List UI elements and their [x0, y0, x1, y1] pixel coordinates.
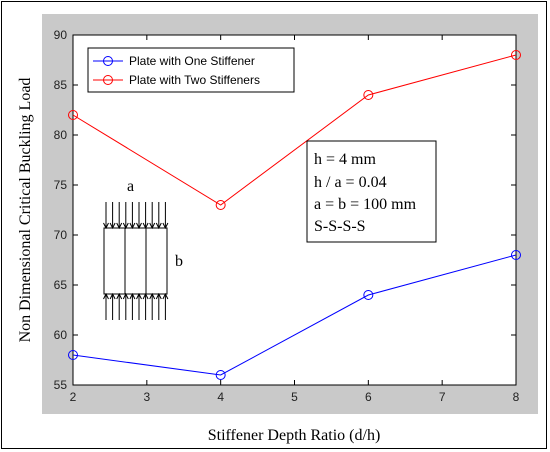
parameter-box: h = 4 mm h / a = 0.04 a = b = 100 mm S-S… — [306, 140, 437, 243]
load-arrowhead — [129, 292, 136, 300]
load-arrowhead — [103, 222, 109, 230]
x-tick-label: 6 — [365, 390, 372, 404]
legend: Plate with One Stiffener Plate with Two … — [87, 47, 295, 93]
plate-outline — [103, 227, 168, 295]
load-arrowhead — [136, 222, 142, 230]
data-point — [511, 50, 521, 60]
load-arrowhead — [116, 222, 123, 230]
legend-marker-two-stiffeners — [103, 75, 113, 85]
x-tick-label: 2 — [70, 390, 77, 404]
legend-label-two-stiffeners: Plate with Two Stiffeners — [129, 73, 260, 87]
data-point — [363, 90, 374, 100]
x-axis-title: Stiffener Depth Ratio (d/h) — [208, 427, 381, 444]
load-arrowhead — [155, 292, 162, 300]
diagram-label-a: a — [127, 178, 134, 195]
y-tick-label: 85 — [54, 78, 68, 92]
diagram-label-b: b — [175, 253, 183, 270]
x-tick-label: 4 — [217, 390, 224, 404]
load-arrowhead — [122, 222, 129, 230]
load-arrowhead — [109, 292, 116, 300]
load-arrowhead — [162, 292, 169, 300]
y-tick-label: 60 — [54, 328, 68, 342]
y-tick-label: 90 — [54, 28, 68, 42]
x-tick-label: 5 — [291, 390, 298, 404]
legend-label-one-stiffener: Plate with One Stiffener — [129, 54, 255, 68]
load-arrowhead — [129, 222, 136, 230]
load-arrows-bottom — [103, 292, 169, 320]
annotation-thickness: h = 4 mm — [314, 151, 376, 168]
annotation-ratio: h / a = 0.04 — [314, 174, 387, 191]
load-arrowhead — [142, 292, 149, 300]
load-arrowhead — [155, 222, 162, 230]
data-point — [215, 200, 226, 210]
data-point — [215, 370, 226, 380]
load-arrowhead — [149, 222, 156, 230]
annotation-boundary: S-S-S-S — [314, 218, 366, 235]
x-tick-label: 3 — [143, 390, 150, 404]
data-point — [363, 290, 374, 300]
load-arrowhead — [142, 222, 149, 230]
y-tick-label: 80 — [54, 128, 68, 142]
data-point — [68, 110, 78, 120]
legend-box — [87, 47, 295, 93]
load-arrowhead — [149, 292, 156, 300]
y-tick-label: 55 — [54, 378, 68, 392]
y-tick-label: 75 — [54, 178, 68, 192]
load-arrowhead — [122, 292, 129, 300]
y-tick-label: 65 — [54, 278, 68, 292]
y-axis-title: Non Dimensional Critical Buckling Load — [17, 78, 34, 343]
data-point — [68, 350, 78, 360]
x-tick-label: 7 — [439, 390, 446, 404]
plot-area — [72, 34, 517, 386]
load-arrowhead — [103, 292, 109, 300]
load-arrowhead — [116, 292, 123, 300]
load-arrows-top — [103, 202, 169, 230]
parameter-box-frame — [306, 140, 437, 243]
plate-diagram: a b — [103, 178, 183, 320]
annotation-dimensions: a = b = 100 mm — [314, 196, 417, 213]
load-arrowhead — [136, 292, 142, 300]
legend-marker-one-stiffener — [103, 56, 113, 66]
y-tick-label: 70 — [54, 228, 68, 242]
series-line-0 — [72, 254, 517, 376]
data-point — [511, 250, 521, 260]
load-arrowhead — [162, 222, 169, 230]
series-line-1 — [72, 54, 517, 206]
load-arrowhead — [109, 222, 116, 230]
x-tick-label: 8 — [513, 390, 520, 404]
